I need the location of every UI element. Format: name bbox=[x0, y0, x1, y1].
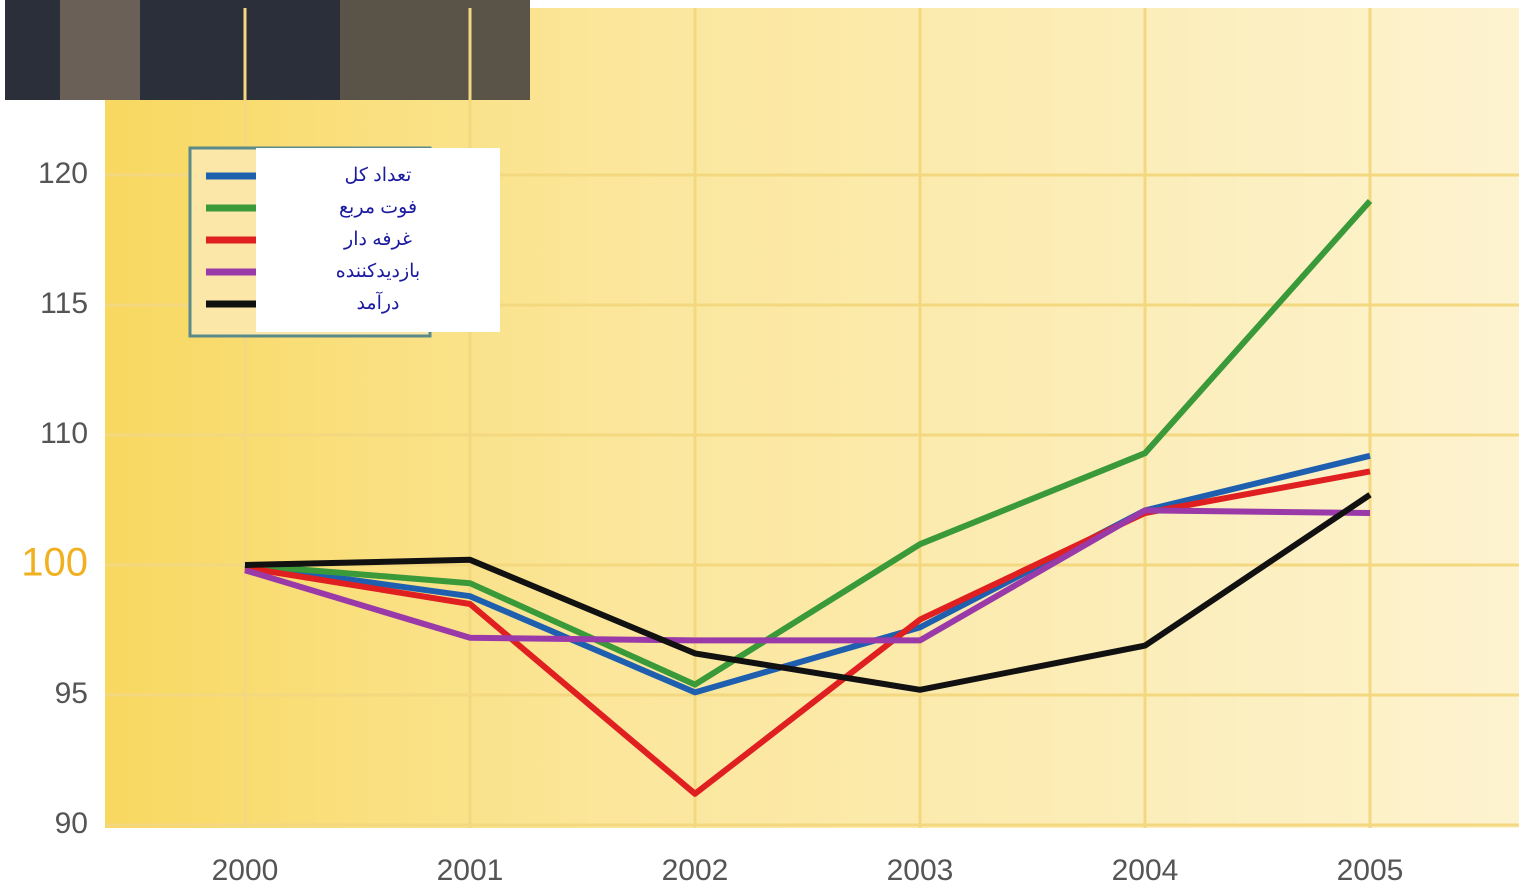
legend-label: فوت مربع bbox=[339, 197, 417, 218]
x-tick-label: 2005 bbox=[1337, 854, 1404, 887]
y-tick-label: 115 bbox=[40, 287, 88, 320]
photo-detail bbox=[60, 0, 140, 100]
series-line bbox=[244, 492, 1372, 693]
series-line bbox=[244, 199, 1373, 688]
y-tick-label: 110 bbox=[40, 417, 88, 450]
legend-label: درآمد bbox=[356, 291, 399, 314]
legend: تعداد کل فوت مربع غرفه دار بازدیدکننده درآمد bbox=[188, 146, 500, 338]
photo-detail bbox=[340, 0, 530, 100]
y-tick-label: 100 bbox=[21, 541, 88, 585]
x-tick-label: 2001 bbox=[437, 854, 504, 887]
plot-background bbox=[105, 8, 1519, 828]
x-tick-label: 2000 bbox=[212, 854, 279, 887]
x-tick-label: 2002 bbox=[662, 854, 729, 887]
y-tick-label: 90 bbox=[55, 807, 88, 840]
series-line bbox=[244, 468, 1371, 797]
series-line bbox=[244, 452, 1371, 696]
legend-label: تعداد کل bbox=[345, 165, 412, 186]
legend-label: غرفه دار bbox=[343, 229, 412, 250]
x-tick-label: 2003 bbox=[887, 854, 954, 887]
series-line bbox=[244, 507, 1371, 644]
legend-text-area bbox=[256, 148, 500, 332]
y-tick-label: 120 bbox=[38, 157, 88, 190]
x-tick-label: 2004 bbox=[1112, 854, 1179, 887]
legend-label: بازدیدکننده bbox=[336, 261, 420, 282]
y-tick-label: 95 bbox=[55, 677, 88, 710]
